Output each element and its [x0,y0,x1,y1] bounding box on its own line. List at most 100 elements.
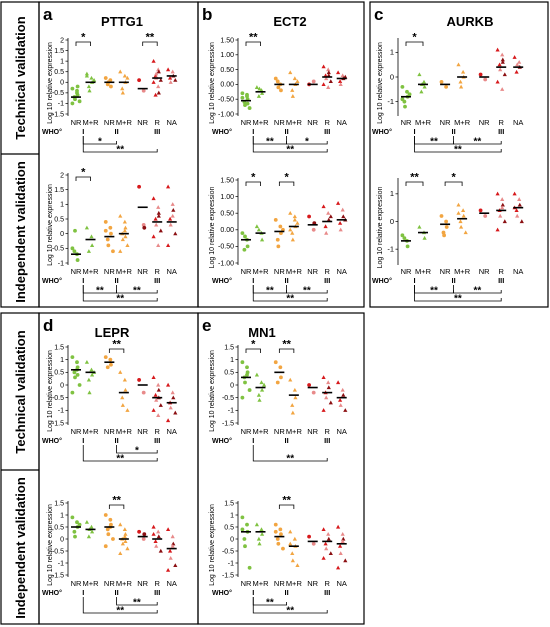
grade-label: II [285,436,289,445]
data-point [257,541,262,546]
data-point [111,249,115,254]
data-point [276,244,281,249]
x-tick-label: R [154,118,160,127]
data-point [275,380,280,385]
data-point [260,532,265,536]
y-tick-label: -1 [58,101,64,108]
y-axis-title: Log 10 relative expression [209,187,216,269]
data-point [338,220,343,225]
data-point [240,515,245,520]
grade-label: I [252,276,254,285]
y-tick-label: 1.50 [220,37,234,44]
data-point [307,383,311,387]
data-point [84,360,89,364]
data-point [103,220,108,224]
y-tick-label: -1 [387,97,394,106]
data-point [422,84,427,89]
data-point [156,529,161,534]
data-point [500,57,505,62]
x-tick-label: NR [137,118,148,127]
data-point [158,228,163,233]
data-point [123,532,128,536]
data-point [151,408,156,412]
grade-label: II [285,276,289,285]
x-tick-label: NR [71,427,82,436]
data-point [141,390,146,395]
data-point [84,73,89,78]
data-point [240,231,245,236]
data-point [444,219,448,224]
y-tick-label: -1.5 [222,572,234,579]
data-point [323,224,328,229]
data-point [240,360,245,365]
significance-bracket [108,348,125,353]
data-point [89,234,94,239]
data-point [290,94,295,98]
data-point [279,375,283,380]
data-point [458,79,463,84]
significance-label: * [412,32,417,44]
data-point [243,380,247,385]
y-tick-label: -1 [58,560,64,567]
data-point [70,86,75,91]
y-axis-title: Log 10 relative expression [47,350,54,432]
data-point [166,67,171,72]
data-point [247,106,252,110]
data-point [75,88,79,93]
data-point [73,534,77,539]
significance-bracket-below [286,136,328,145]
x-tick-label: NA [336,267,346,276]
data-point [90,243,95,247]
data-point [137,78,142,83]
data-point [137,378,142,382]
data-point [151,80,156,84]
data-point [103,513,108,517]
data-point [321,556,326,560]
data-point [275,537,280,541]
data-point [478,208,483,213]
grade-label: II [452,276,456,285]
chart-b-ect2-technical: -1.00 -0.50 0.00 0.50 1.00 1.50 Log 10 relativ… [209,32,348,156]
data-point [260,387,265,392]
data-point [259,527,264,531]
y-tick-label: -1 [58,408,64,415]
data-point [70,101,75,106]
data-point [158,403,163,407]
data-point [278,527,283,532]
y-tick-label: 0 [60,80,64,87]
data-point [340,532,345,536]
significance-label-below: ** [286,145,294,156]
x-tick-label: M+R [415,118,432,127]
who-label: WHO° [42,437,62,445]
data-point [103,355,108,360]
row-label-independent-top: Independent validation [13,161,28,303]
data-point [168,222,173,227]
data-point [77,383,82,387]
who-label: WHO° [212,277,232,285]
data-point [153,539,158,543]
data-point [273,522,278,527]
significance-label-below: ** [133,286,141,297]
data-point [92,77,97,82]
data-point [123,225,128,230]
data-point [254,372,259,377]
data-point [154,71,159,76]
data-point [105,237,110,242]
x-tick-label: NR [401,267,412,276]
significance-bracket [405,41,424,46]
significance-bracket-below [414,136,502,153]
x-tick-label: NR [274,267,285,276]
significance-label-below: ** [96,286,104,297]
y-tick-label: 0.00 [220,82,234,89]
x-tick-label: NR [104,267,115,276]
data-point [90,529,95,534]
y-tick-label: 1.5 [54,187,64,194]
significance-bracket [245,348,261,353]
data-point [417,224,422,229]
data-point [281,546,285,551]
y-axis-title: Log 10 relative expression [209,350,216,432]
y-tick-label: 1.5 [54,344,64,351]
x-tick-label: NR [440,267,451,276]
data-point [328,214,333,219]
